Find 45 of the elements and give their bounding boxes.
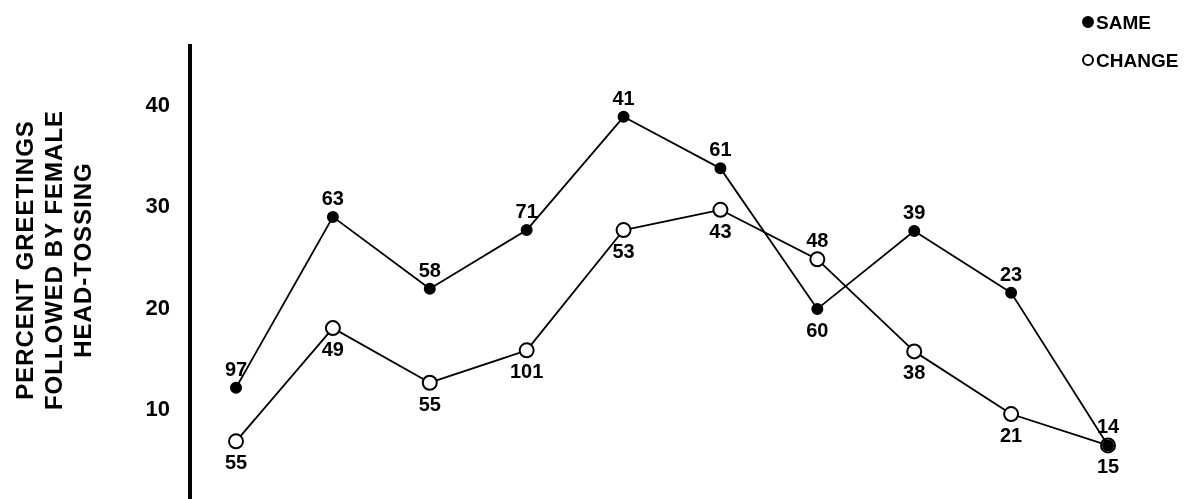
- annotation: 55: [224, 451, 248, 474]
- point: [615, 222, 632, 239]
- point: [712, 201, 729, 218]
- point: [1003, 406, 1020, 423]
- point: [1005, 286, 1018, 299]
- legend-label: SAME: [1096, 11, 1151, 33]
- annotation: 58: [418, 258, 441, 281]
- annotation: 23: [999, 262, 1023, 285]
- point: [228, 433, 244, 450]
- point: [324, 320, 341, 337]
- annotation: 14: [1096, 415, 1120, 438]
- annotation: 60: [806, 318, 829, 341]
- annotation: 49: [321, 338, 345, 361]
- annotation: 39: [903, 201, 926, 224]
- point: [906, 343, 923, 360]
- point: [230, 381, 242, 394]
- y-tick-label: 10: [145, 395, 170, 421]
- point: [811, 302, 824, 315]
- annotation: 41: [612, 86, 635, 109]
- point: [421, 374, 438, 391]
- annotation: 101: [509, 360, 544, 383]
- annotation: 53: [612, 240, 635, 263]
- point: [518, 342, 535, 359]
- annotation: 43: [709, 219, 732, 242]
- point: [908, 225, 921, 238]
- annotation: 71: [515, 200, 538, 223]
- y-tick-label: 30: [145, 193, 170, 219]
- annotation: 38: [903, 361, 926, 384]
- annotation: 97: [224, 357, 248, 380]
- point: [326, 210, 339, 223]
- point: [714, 162, 727, 175]
- point: [617, 110, 630, 123]
- annotation: 21: [999, 424, 1023, 447]
- point: [423, 282, 436, 295]
- annotation: 61: [709, 138, 732, 161]
- point: [520, 224, 533, 237]
- annotation: 48: [806, 229, 829, 252]
- legend-label: CHANGE: [1096, 49, 1179, 71]
- annotation: 15: [1096, 455, 1120, 478]
- point: [809, 251, 826, 268]
- y-axis-title: PERCENT GREETINGS FOLLOWED BY FEMALE HEAD-TOSSING: [11, 109, 96, 411]
- annotation: 63: [321, 186, 345, 209]
- annotation: 55: [418, 392, 441, 415]
- y-tick-label: 20: [145, 294, 170, 320]
- y-tick-label: 40: [145, 92, 170, 118]
